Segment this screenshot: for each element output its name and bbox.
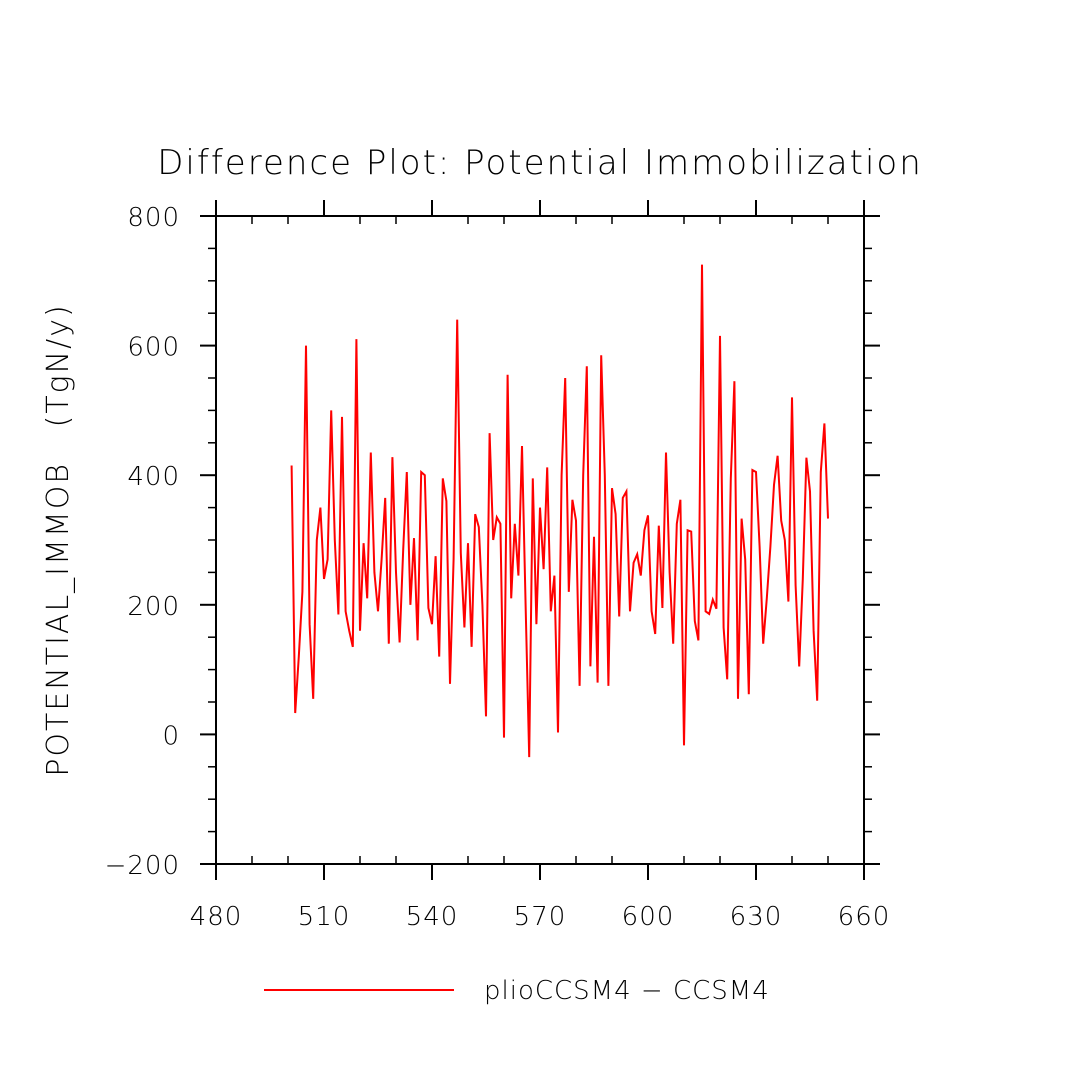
legend: plioCCSM4 − CCSM4 [264,976,770,1006]
x-tick-label: 540 [406,902,459,932]
series-line [290,264,829,758]
chart-title: Difference Plot: Potential Immobilizatio… [157,143,923,183]
y-tick-label: 600 [127,333,180,363]
x-tick-label: 510 [298,902,351,932]
y-tick-label: 800 [127,203,180,233]
y-tick-label: 200 [127,592,180,622]
y-tick-label: 0 [162,721,180,751]
x-tick-label: 480 [190,902,243,932]
x-tick-label: 570 [514,902,567,932]
x-tick-label: 600 [622,902,675,932]
y-axis-label: POTENTIAL_IMMOB (TgN/y) [41,303,76,776]
y-tick-label: −200 [105,851,180,881]
plot-area: 480 510 540 570 600 630 660 −200 0 200 400 600 800 [105,200,891,932]
y-tick-label: 400 [127,462,180,492]
x-tick-label: 660 [838,902,891,932]
x-tick-label: 630 [730,902,783,932]
legend-label: plioCCSM4 − CCSM4 [484,976,770,1006]
